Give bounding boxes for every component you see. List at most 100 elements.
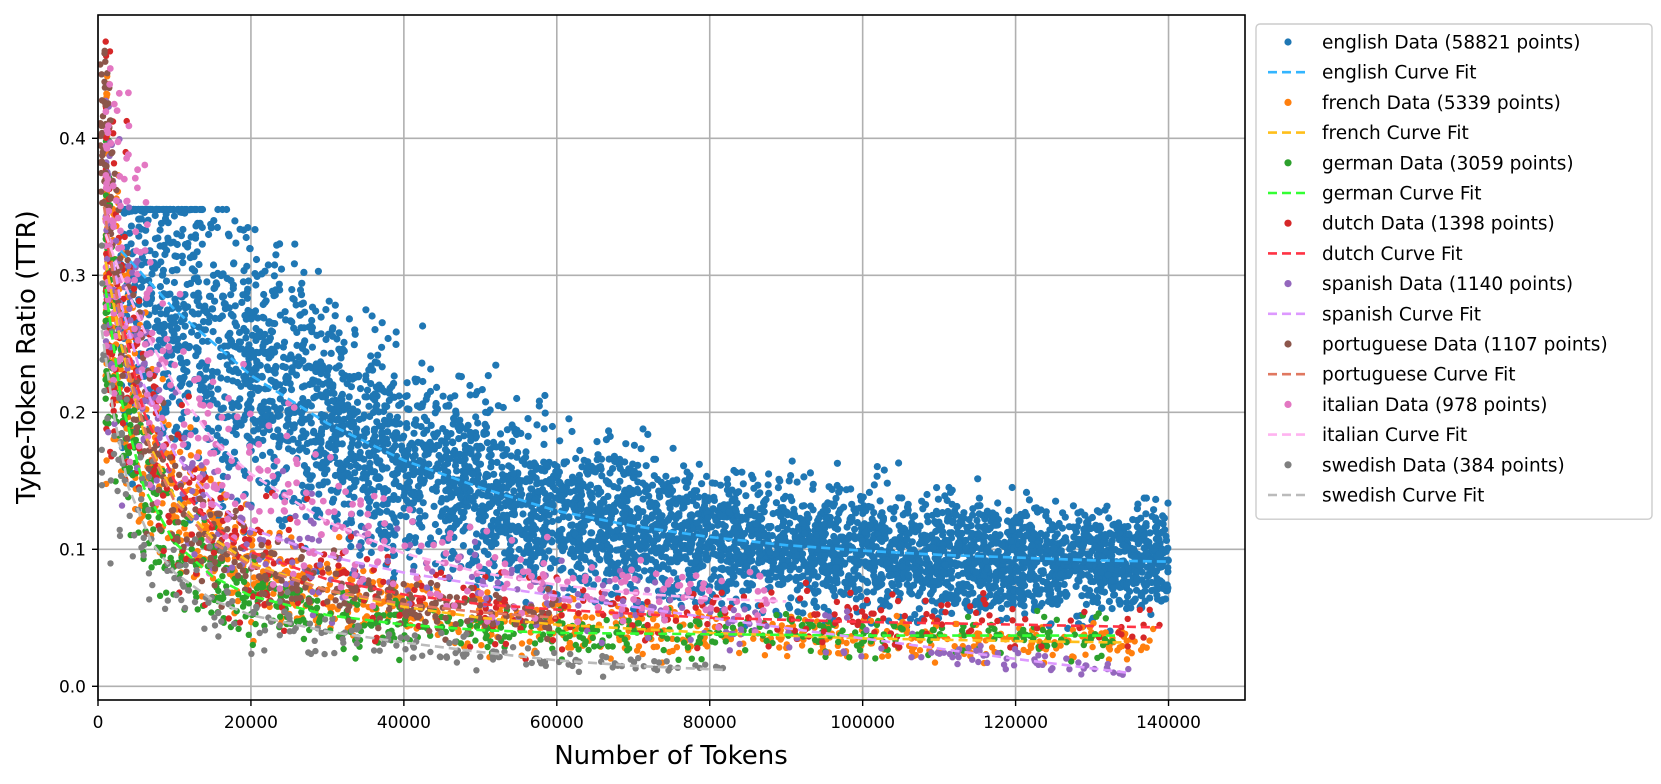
data-point [136, 215, 144, 223]
data-point [239, 291, 247, 299]
data-point [325, 364, 333, 372]
data-point [173, 252, 181, 261]
data-point [515, 477, 523, 485]
data-point [601, 522, 609, 530]
data-point [1105, 597, 1113, 606]
data-point [145, 205, 153, 214]
data-point [330, 389, 338, 398]
data-point [530, 459, 538, 467]
data-point [284, 445, 293, 453]
data-point [314, 267, 322, 275]
data-point [392, 328, 400, 336]
data-point [347, 542, 355, 551]
data-point [790, 505, 798, 513]
data-point [224, 413, 232, 421]
data-point [1042, 531, 1050, 539]
data-point [466, 428, 474, 436]
data-point [430, 502, 438, 510]
data-point [1097, 524, 1105, 532]
data-point [393, 413, 401, 421]
data-point [717, 565, 725, 573]
data-point [367, 548, 375, 557]
data-point [865, 564, 874, 572]
data-point [610, 501, 618, 509]
data-point [126, 229, 134, 237]
data-point [232, 239, 240, 247]
data-point [918, 497, 926, 505]
data-point [541, 409, 549, 417]
data-point [457, 508, 465, 516]
data-point [545, 547, 553, 555]
data-point [1078, 592, 1086, 600]
data-point [308, 303, 317, 311]
data-point [264, 261, 272, 269]
data-point [461, 483, 469, 491]
data-point [726, 545, 734, 553]
data-point [663, 538, 671, 546]
data-point [671, 521, 680, 529]
data-point [214, 205, 222, 214]
data-point [179, 225, 187, 234]
data-point [505, 497, 513, 505]
data-point [953, 502, 961, 511]
data-point [913, 525, 921, 534]
data-point [425, 460, 433, 468]
data-point [558, 485, 566, 493]
data-point [362, 376, 370, 384]
data-point [423, 391, 431, 399]
data-point [377, 531, 385, 539]
data-point [127, 222, 135, 230]
data-point [857, 496, 865, 504]
data-point [1088, 513, 1096, 522]
data-point [351, 330, 359, 338]
data-point [764, 576, 772, 584]
data-point [570, 553, 578, 561]
data-point [575, 537, 583, 546]
data-point [269, 432, 278, 441]
data-point [775, 475, 783, 483]
data-point [251, 455, 260, 463]
data-point [471, 502, 480, 510]
data-point [360, 483, 368, 491]
data-point [213, 400, 221, 408]
data-point [367, 380, 375, 388]
data-point [416, 403, 424, 411]
data-point [397, 399, 405, 407]
data-point [892, 536, 900, 544]
data-point [1101, 531, 1109, 539]
data-point [564, 478, 572, 486]
data-point [675, 512, 683, 520]
data-point [998, 541, 1006, 549]
data-point [760, 508, 768, 516]
data-point [533, 421, 541, 429]
data-point [560, 460, 568, 468]
data-point [659, 561, 667, 569]
data-point [489, 539, 497, 548]
data-point [760, 532, 768, 540]
data-point [289, 422, 297, 430]
data-point [1009, 559, 1017, 567]
data-point [300, 268, 308, 276]
data-point [306, 475, 314, 483]
data-point [247, 308, 255, 316]
data-point [240, 416, 248, 424]
data-point [1103, 502, 1111, 510]
data-point [1021, 523, 1029, 531]
data-point [807, 502, 815, 510]
data-point [937, 526, 945, 534]
data-point [179, 259, 187, 267]
data-point [633, 534, 641, 542]
data-point [365, 402, 373, 410]
data-point [490, 470, 498, 478]
data-point [709, 505, 717, 513]
data-point [939, 568, 948, 577]
data-point [400, 492, 408, 500]
data-point [351, 452, 359, 460]
data-point [308, 316, 316, 325]
data-point [383, 507, 391, 515]
data-point [508, 437, 516, 445]
data-point [261, 267, 269, 275]
data-point [248, 331, 256, 339]
data-point [996, 588, 1004, 597]
data-point [924, 518, 932, 526]
